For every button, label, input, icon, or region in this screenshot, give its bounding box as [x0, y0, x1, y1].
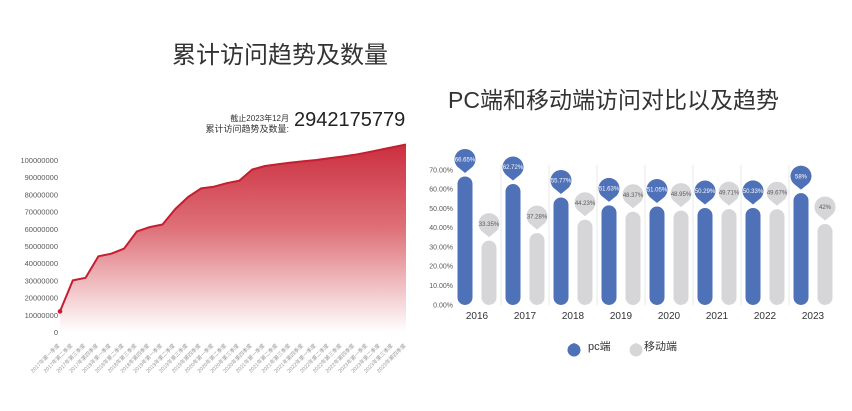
svg-text:2016: 2016	[466, 311, 489, 322]
svg-text:42%: 42%	[819, 205, 832, 211]
svg-text:33.35%: 33.35%	[479, 222, 500, 228]
svg-text:10.00%: 10.00%	[429, 283, 453, 290]
svg-text:30.00%: 30.00%	[429, 244, 453, 251]
svg-text:48.37%: 48.37%	[623, 193, 644, 199]
svg-text:51.63%: 51.63%	[599, 187, 620, 193]
svg-text:55.77%: 55.77%	[551, 179, 572, 185]
svg-text:0: 0	[54, 328, 58, 337]
svg-text:49.71%: 49.71%	[719, 190, 740, 196]
svg-text:90000000: 90000000	[25, 173, 58, 182]
svg-text:48.95%: 48.95%	[671, 192, 692, 198]
svg-text:0.00%: 0.00%	[433, 302, 453, 309]
svg-text:2021: 2021	[706, 311, 729, 322]
svg-text:58%: 58%	[795, 174, 808, 180]
svg-text:10000000: 10000000	[25, 311, 58, 320]
svg-text:2019: 2019	[610, 311, 633, 322]
svg-text:50.00%: 50.00%	[429, 206, 453, 213]
svg-text:66.65%: 66.65%	[455, 158, 476, 164]
svg-text:40000000: 40000000	[25, 259, 58, 268]
svg-text:50000000: 50000000	[25, 242, 58, 251]
svg-text:30000000: 30000000	[25, 276, 58, 285]
svg-text:2017: 2017	[514, 311, 537, 322]
svg-text:60000000: 60000000	[25, 225, 58, 234]
svg-text:51.05%: 51.05%	[647, 188, 668, 194]
svg-text:40.00%: 40.00%	[429, 225, 453, 232]
svg-text:60.00%: 60.00%	[429, 187, 453, 194]
svg-text:70000000: 70000000	[25, 208, 58, 217]
svg-text:50.29%: 50.29%	[695, 189, 716, 195]
svg-text:2020: 2020	[658, 311, 681, 322]
svg-text:37.28%: 37.28%	[527, 214, 548, 220]
svg-text:80000000: 80000000	[25, 190, 58, 199]
svg-text:62.72%: 62.72%	[503, 165, 524, 171]
svg-text:49.67%: 49.67%	[767, 190, 788, 196]
svg-text:20000000: 20000000	[25, 294, 58, 303]
svg-text:70.00%: 70.00%	[429, 167, 453, 174]
svg-text:pc端: pc端	[588, 340, 611, 353]
svg-text:44.23%: 44.23%	[575, 201, 596, 207]
svg-text:2018: 2018	[562, 311, 585, 322]
svg-text:2022: 2022	[754, 311, 777, 322]
svg-text:移动端: 移动端	[644, 340, 677, 353]
svg-text:20.00%: 20.00%	[429, 264, 453, 271]
svg-text:100000000: 100000000	[20, 156, 58, 165]
svg-text:50.33%: 50.33%	[743, 189, 764, 195]
svg-text:2023: 2023	[802, 311, 825, 322]
